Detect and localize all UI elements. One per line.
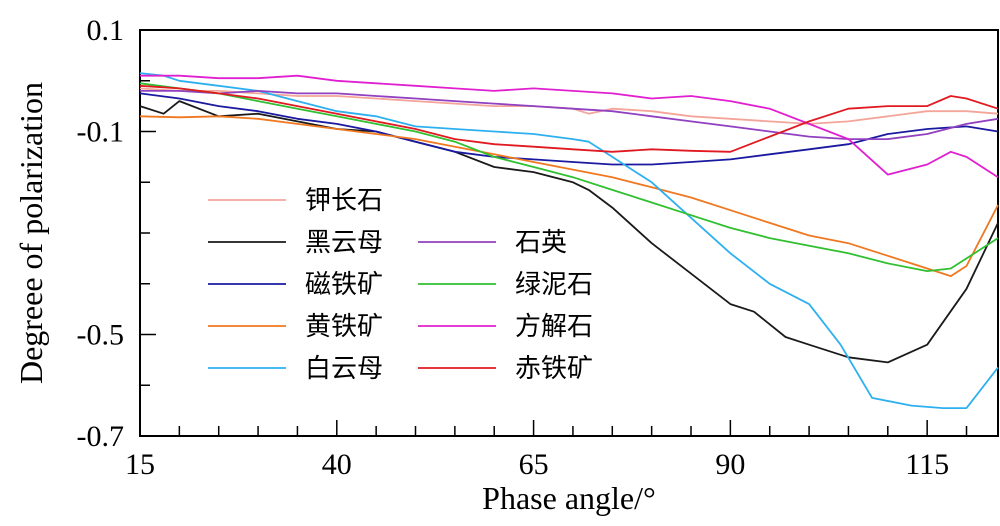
y-tick-label: -0.7 bbox=[77, 420, 125, 453]
chart: 15 40 65 90 115 0.1 -0.1 -0.5 -0.7 钾长石黑云母磁铁矿黄铁矿白… bbox=[0, 0, 1000, 526]
x-tick-label: 15 bbox=[125, 448, 155, 481]
x-tick-label: 65 bbox=[519, 448, 549, 481]
series-line bbox=[140, 83, 998, 271]
legend-label: 黑云母 bbox=[305, 228, 383, 258]
legend-label: 磁铁矿 bbox=[305, 270, 383, 300]
legend-item: 磁铁矿 bbox=[208, 270, 383, 300]
legend-item: 钾长石 bbox=[208, 186, 383, 216]
y-tick-label: 0.1 bbox=[87, 14, 125, 47]
y-tick-label: -0.1 bbox=[77, 116, 125, 149]
x-axis-title: Phase angle/° bbox=[482, 480, 656, 516]
y-axis-title: Degreee of polarization bbox=[13, 82, 49, 384]
legend-item: 黑云母 bbox=[208, 228, 383, 258]
legend-item: 黄铁矿 bbox=[208, 312, 383, 342]
legend-label: 绿泥石 bbox=[515, 270, 593, 300]
y-tick-label: -0.5 bbox=[77, 319, 125, 352]
legend-item: 赤铁矿 bbox=[418, 354, 593, 384]
legend-label: 黄铁矿 bbox=[305, 312, 383, 342]
legend-label: 石英 bbox=[515, 228, 567, 258]
legend-item: 方解石 bbox=[418, 312, 593, 342]
legend-item: 白云母 bbox=[208, 354, 383, 384]
polarization-line-chart: 15 40 65 90 115 0.1 -0.1 -0.5 -0.7 钾长石黑云母磁铁矿黄铁矿白… bbox=[0, 0, 1000, 526]
x-tick-label: 90 bbox=[715, 448, 745, 481]
legend-label: 白云母 bbox=[305, 354, 383, 384]
legend-item: 石英 bbox=[418, 228, 567, 258]
series-line bbox=[140, 116, 998, 276]
x-tick-label: 40 bbox=[322, 448, 352, 481]
legend-label: 赤铁矿 bbox=[515, 354, 593, 384]
x-tick-label: 115 bbox=[905, 448, 949, 481]
legend-item: 绿泥石 bbox=[418, 270, 593, 300]
legend-label: 方解石 bbox=[515, 312, 593, 342]
legend-label: 钾长石 bbox=[305, 186, 383, 216]
